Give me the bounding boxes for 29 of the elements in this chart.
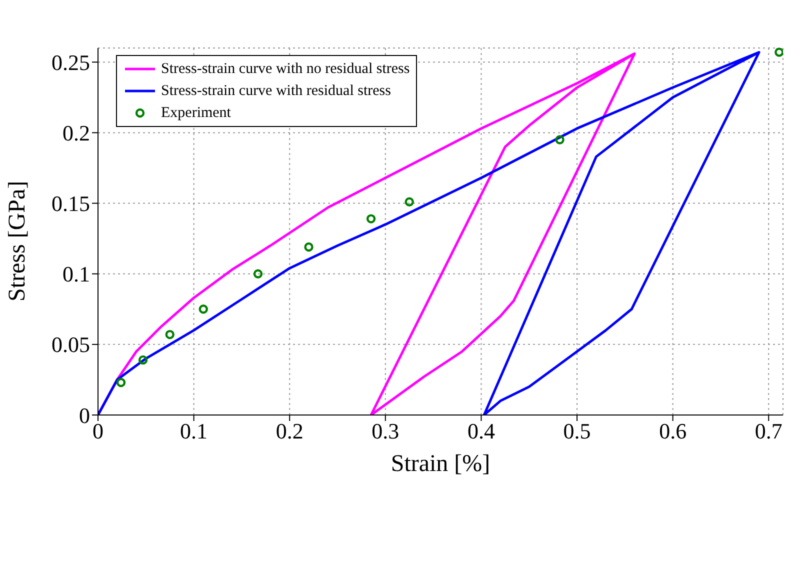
x-tick-label: 0.5 [563,418,591,444]
y-tick-label: 0.25 [52,50,90,75]
point [366,214,376,224]
x-tick-label: 0.1 [180,418,208,444]
x-tick-label: 0.2 [276,418,304,444]
point [198,304,208,314]
point [165,330,174,340]
x-tick-label: 0.7 [754,418,782,444]
point [555,135,564,144]
y-tick-label: 0.1 [62,262,90,287]
legend-label: Stress-strain curve with residual stress [161,82,391,100]
line-series [98,50,760,415]
y-tick-label: 0.15 [52,191,90,216]
point [774,48,783,57]
point [138,355,148,365]
x-tick-label: 0.3 [372,418,400,444]
x-tick-label: 0.4 [467,418,495,444]
x-axis-title: Strain [%] [390,451,490,477]
y-tick-label: 0 [79,402,90,428]
point [304,242,314,252]
point [116,378,126,388]
y-tick-label: 0.2 [62,120,90,146]
x-tick-label: 0.6 [659,418,687,444]
y-tick-label: 0.05 [52,332,90,358]
legend-label: Experiment [161,104,231,122]
legend-label: Stress-strain curve with no residual stress [161,60,410,78]
point [253,269,263,278]
point [404,197,414,206]
y-axis-title: Stress [GPa] [4,180,31,302]
